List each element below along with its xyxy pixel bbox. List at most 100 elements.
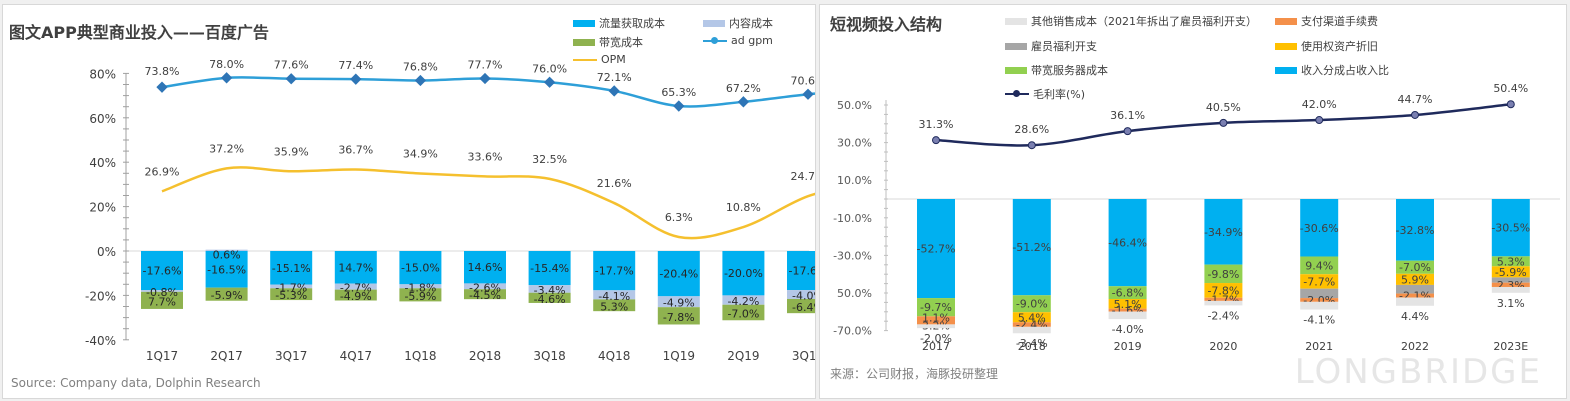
x-tick-label: 3Q18 (533, 349, 565, 363)
legend-label: 使用权资产折旧 (1301, 40, 1378, 53)
legend-swatch (703, 19, 725, 27)
bar-label-payment-fee: 1.1% (922, 311, 950, 324)
bar-bandwidth-cost (593, 299, 636, 312)
bar-traffic-cost (593, 251, 636, 291)
x-tick-label: 3Q19 (792, 349, 815, 363)
legend-label: 流量获取成本 (599, 17, 665, 30)
legend-marker-icon (1013, 90, 1020, 97)
bar-label-bandwidth-cost: 7.7% (148, 295, 176, 308)
bar-label-bandwidth-cost: -4.5% (469, 289, 501, 302)
bar-label-traffic-cost: 14.7% (338, 261, 373, 274)
bar-label-traffic-cost: -20.4% (659, 268, 698, 281)
bar-content-cost (657, 296, 700, 308)
legend-label: 毛利率(%) (1033, 88, 1086, 101)
legend-item: 带宽成本 (573, 34, 643, 50)
bar-bandwidth-server (917, 298, 955, 317)
marker-ad-gpm (156, 81, 168, 93)
bar-label-other-cost: 3.1% (1497, 297, 1525, 310)
bar-bandwidth-server (1204, 264, 1243, 284)
y-tick-label: 50.0% (837, 99, 872, 112)
bar-label-bandwidth-server: -7.0% (1399, 261, 1431, 274)
legend-item: OPM (573, 53, 626, 66)
bar-label-other-cost: -2.0% (920, 332, 952, 345)
chart-title: 短视频投入结构 (830, 15, 943, 34)
bar-label-content-cost: -1.7% (275, 281, 307, 294)
bar-label-content-cost: -4.9% (663, 297, 695, 310)
bar-label-rou-depreciation: 5.9% (1401, 273, 1429, 286)
x-tick-label: 3Q17 (275, 349, 307, 363)
legend-swatch (573, 38, 595, 46)
marker-gross-margin (1219, 118, 1228, 127)
bar-rou-depreciation (1108, 299, 1147, 309)
bar-label-revenue-share: -30.6% (1300, 222, 1339, 235)
data-label-opm: 24.7% (791, 170, 815, 183)
y-tick-label: 80% (89, 67, 116, 81)
bar-revenue-share (1396, 199, 1434, 261)
bar-label-bandwidth-server: -6.8% (1112, 287, 1144, 300)
bar-label-rou-depreciation: -7.7% (1303, 275, 1335, 288)
bar-revenue-share (1300, 199, 1339, 257)
bar-rou-depreciation (1012, 312, 1051, 323)
bar-traffic-cost (399, 251, 442, 285)
bar-label-bandwidth-cost: -4.6% (534, 293, 566, 306)
data-label-ad-gpm: 78.0% (209, 58, 244, 71)
bar-employee-benefit (1396, 284, 1434, 294)
bar-label-content-cost: -3.4% (534, 284, 566, 297)
marker-ad-gpm (608, 85, 620, 97)
bar-revenue-share (1012, 199, 1051, 296)
legend-line-swatch (573, 58, 597, 61)
bar-content-cost (334, 283, 377, 290)
bar-other-cost (1300, 301, 1339, 310)
legend-label: 内容成本 (729, 17, 773, 30)
bar-label-bandwidth-server: -9.8% (1207, 268, 1239, 281)
bar-label-content-cost: -4.1% (598, 290, 630, 303)
bar-label-revenue-share: -51.2% (1012, 241, 1051, 254)
legend-item: 毛利率(%) (1005, 86, 1085, 102)
x-tick-label: 1Q19 (663, 349, 695, 363)
bar-label-other-cost: -2.4% (1207, 309, 1239, 322)
x-tick-label: 2023E (1493, 340, 1528, 353)
bar-traffic-cost (657, 251, 700, 297)
bar-label-revenue-share: -52.7% (917, 243, 956, 256)
marker-ad-gpm (414, 74, 427, 87)
data-label-gross-margin: 50.4% (1493, 82, 1528, 95)
x-tick-label: 1Q18 (404, 349, 436, 363)
y-tick-label: 30.0% (837, 137, 872, 150)
data-label-ad-gpm: 76.0% (532, 62, 567, 75)
bar-traffic-cost (334, 251, 377, 284)
legend-item: 雇员福利开支 (1005, 38, 1097, 54)
bar-rou-depreciation (1491, 266, 1530, 278)
x-tick-label: 2020 (1209, 340, 1237, 353)
legend-label: 带宽服务器成本 (1031, 64, 1108, 77)
bar-label-revenue-share: -30.5% (1491, 222, 1530, 235)
bar-label-revenue-share: -34.9% (1204, 226, 1243, 239)
bar-label-bandwidth-server: -9.7% (920, 301, 952, 314)
legend-item: 收入分成占收入比 (1275, 62, 1389, 78)
bar-content-cost (528, 285, 571, 293)
x-tick-label: 4Q18 (598, 349, 630, 363)
data-label-gross-margin: 28.6% (1014, 123, 1049, 136)
bar-label-bandwidth-server: 5.3% (1497, 255, 1525, 268)
bar-content-cost (141, 290, 183, 292)
bar-label-bandwidth-server: 9.4% (1305, 259, 1333, 272)
bar-content-cost (593, 290, 636, 300)
data-label-opm: 34.9% (403, 148, 438, 161)
legend-swatch (1005, 66, 1027, 74)
bar-other-cost (1396, 297, 1434, 306)
bar-label-content-cost: -4.2% (727, 295, 759, 308)
marker-gross-margin (932, 136, 940, 145)
chart-title: 图文APP典型商业投入——百度广告 (9, 23, 269, 42)
bar-label-other-cost: -4.1% (1303, 314, 1335, 327)
bar-payment-fee (917, 316, 955, 325)
bar-other-cost (1204, 300, 1243, 306)
data-label-ad-gpm: 67.2% (726, 82, 761, 95)
bar-content-cost (205, 249, 248, 251)
line-ad-gpm (161, 76, 815, 108)
data-label-ad-gpm: 77.6% (274, 59, 309, 72)
bar-bandwidth-cost (787, 298, 815, 314)
data-label-gross-margin: 42.0% (1302, 98, 1337, 111)
legend-label: 收入分成占收入比 (1301, 64, 1389, 77)
legend-item: ad gpm (703, 34, 773, 47)
data-label-ad-gpm: 77.7% (468, 59, 503, 72)
bar-label-rou-depreciation: 5.4% (1018, 311, 1046, 324)
